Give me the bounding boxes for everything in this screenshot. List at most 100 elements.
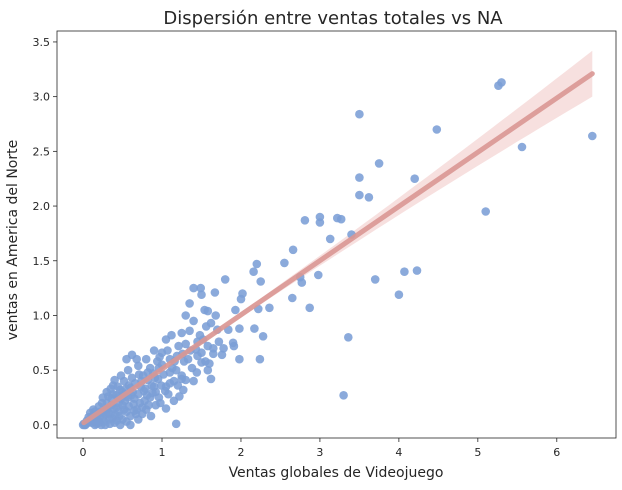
data-point (410, 174, 420, 183)
data-point (265, 303, 274, 313)
data-point (517, 142, 527, 152)
data-point (161, 382, 171, 391)
data-point (183, 354, 193, 364)
data-point (189, 283, 198, 293)
data-point (116, 371, 126, 380)
data-point (325, 234, 335, 244)
data-point (252, 259, 262, 269)
data-point (231, 305, 240, 315)
data-point (141, 354, 151, 364)
data-point (149, 346, 159, 355)
data-point (171, 419, 181, 429)
data-point (355, 109, 364, 119)
data-point (141, 405, 151, 414)
x-tick-label: 4 (395, 446, 402, 459)
data-point (364, 193, 374, 202)
data-point (200, 305, 209, 315)
data-point (197, 358, 206, 367)
data-point (132, 405, 141, 414)
data-point (147, 381, 156, 390)
data-point (333, 213, 342, 223)
data-point (235, 324, 244, 333)
data-point (588, 131, 597, 141)
x-tick-label: 0 (80, 446, 87, 459)
data-point (481, 207, 491, 216)
y-tick-label: 3.0 (33, 91, 51, 104)
data-point (181, 339, 190, 349)
data-point (164, 389, 173, 399)
data-point (119, 405, 129, 414)
data-point (156, 398, 165, 408)
data-point (394, 290, 404, 300)
data-point (98, 393, 108, 402)
data-point (123, 365, 133, 375)
data-point (211, 311, 220, 320)
data-point (236, 294, 246, 304)
data-point (192, 368, 202, 377)
data-point (219, 344, 228, 353)
data-point (220, 275, 230, 284)
data-point (355, 173, 364, 182)
data-point (315, 218, 325, 227)
data-point (288, 293, 297, 303)
data-point (100, 420, 110, 430)
data-point (197, 290, 206, 300)
data-point (250, 324, 259, 333)
data-point (249, 267, 258, 277)
data-point (494, 81, 503, 90)
data-point (110, 375, 119, 385)
data-point (181, 311, 190, 320)
data-point (189, 376, 198, 386)
data-point (235, 354, 244, 364)
data-point (280, 258, 289, 268)
data-point (210, 288, 220, 297)
data-point (134, 370, 144, 379)
data-point (185, 326, 194, 336)
data-point (175, 392, 184, 401)
data-point (185, 299, 194, 308)
x-tick-label: 5 (474, 446, 481, 459)
data-point (161, 335, 171, 344)
data-point (177, 374, 186, 384)
y-axis-label: ventas en America del Norte (5, 140, 21, 340)
data-point (374, 159, 384, 168)
data-point (206, 374, 216, 384)
data-point (297, 278, 307, 287)
data-point (174, 341, 183, 351)
x-tick-label: 1 (159, 446, 166, 459)
data-point (256, 277, 266, 286)
y-axis: 0.0 0.5 1.0 1.5 2.0 2.5 3.0 3.5 (33, 36, 57, 432)
chart-title: Dispersión entre ventas totales vs NA (163, 8, 503, 29)
data-point (201, 322, 211, 331)
x-axis: 0 1 2 3 4 5 6 (80, 438, 560, 459)
x-tick-label: 6 (553, 446, 560, 459)
y-tick-label: 2.0 (33, 200, 51, 213)
y-tick-label: 0.5 (33, 364, 51, 377)
data-point (432, 125, 442, 134)
data-point (177, 328, 186, 338)
data-point (370, 275, 380, 284)
data-point (214, 337, 224, 347)
data-point (122, 354, 131, 364)
regression-line-layer (81, 71, 595, 426)
data-point (258, 332, 268, 341)
data-point (163, 346, 172, 355)
data-point (344, 333, 353, 342)
data-point (153, 357, 162, 366)
data-point (300, 216, 310, 225)
y-tick-label: 2.5 (33, 145, 51, 158)
data-point (205, 359, 214, 368)
y-tick-label: 3.5 (33, 36, 51, 49)
data-point (314, 270, 323, 280)
data-point (355, 190, 364, 200)
data-point (197, 348, 206, 358)
x-tick-label: 3 (316, 446, 323, 459)
x-axis-label: Ventas globales de Videojuego (229, 465, 444, 481)
data-point (305, 303, 315, 313)
data-point (209, 349, 218, 359)
y-tick-label: 0.0 (33, 419, 51, 432)
regression-line (81, 71, 595, 426)
y-tick-label: 1.0 (33, 309, 51, 322)
y-tick-label: 1.5 (33, 255, 51, 268)
